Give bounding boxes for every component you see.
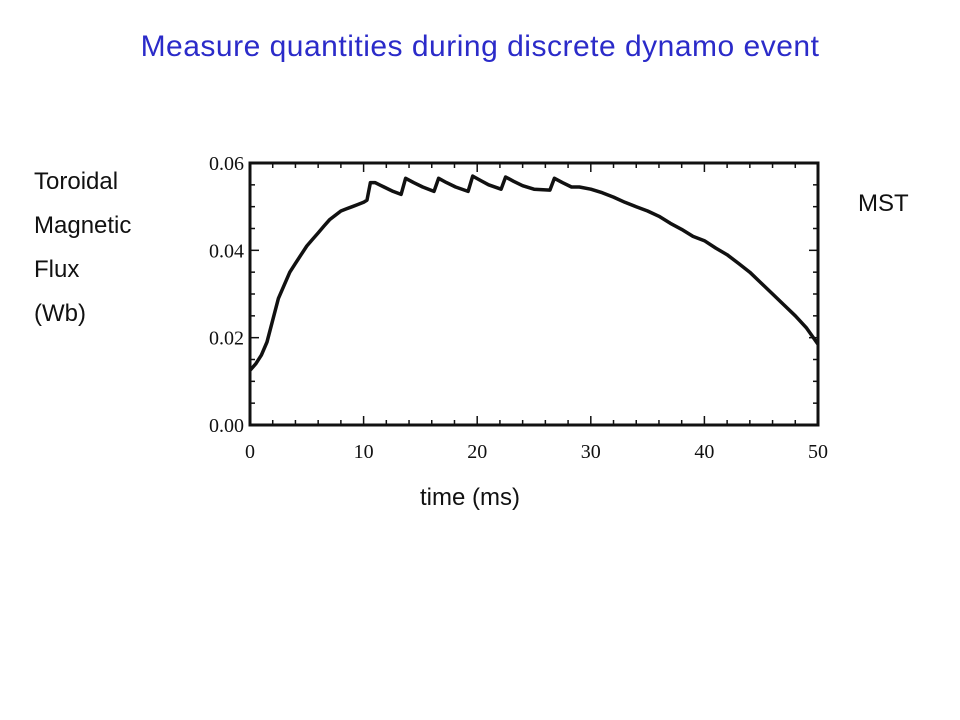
chart-plot-area: 0 10 20 30 40 50 0.00 0.02 0.04 0.06: [209, 153, 828, 463]
y-tick-label: 0.00: [209, 415, 244, 437]
y-axis-label: Toroidal Magnetic Flux (Wb): [34, 160, 131, 336]
x-tick-label: 0: [245, 441, 255, 463]
y-tick-label: 0.06: [209, 153, 244, 175]
y-axis-label-line: (Wb): [34, 300, 86, 327]
device-annotation: MST: [858, 190, 909, 217]
x-tick-label: 50: [808, 441, 828, 463]
x-axis-label: time (ms): [420, 484, 520, 511]
x-tick-label: 30: [581, 441, 601, 463]
y-axis-label-line: Flux: [34, 256, 80, 283]
x-tick-label: 20: [467, 441, 487, 463]
x-tick-label: 10: [354, 441, 374, 463]
flux-series-line: [248, 174, 820, 372]
y-tick-label: 0.02: [209, 328, 244, 350]
y-tick-label: 0.04: [209, 240, 244, 262]
plot-frame: [248, 161, 820, 427]
y-axis-label-line: Toroidal: [34, 168, 119, 195]
x-tick-label: 40: [694, 441, 714, 463]
y-axis-label-line: Magnetic: [34, 212, 132, 239]
page-title: Measure quantities during discrete dynam…: [140, 30, 820, 63]
